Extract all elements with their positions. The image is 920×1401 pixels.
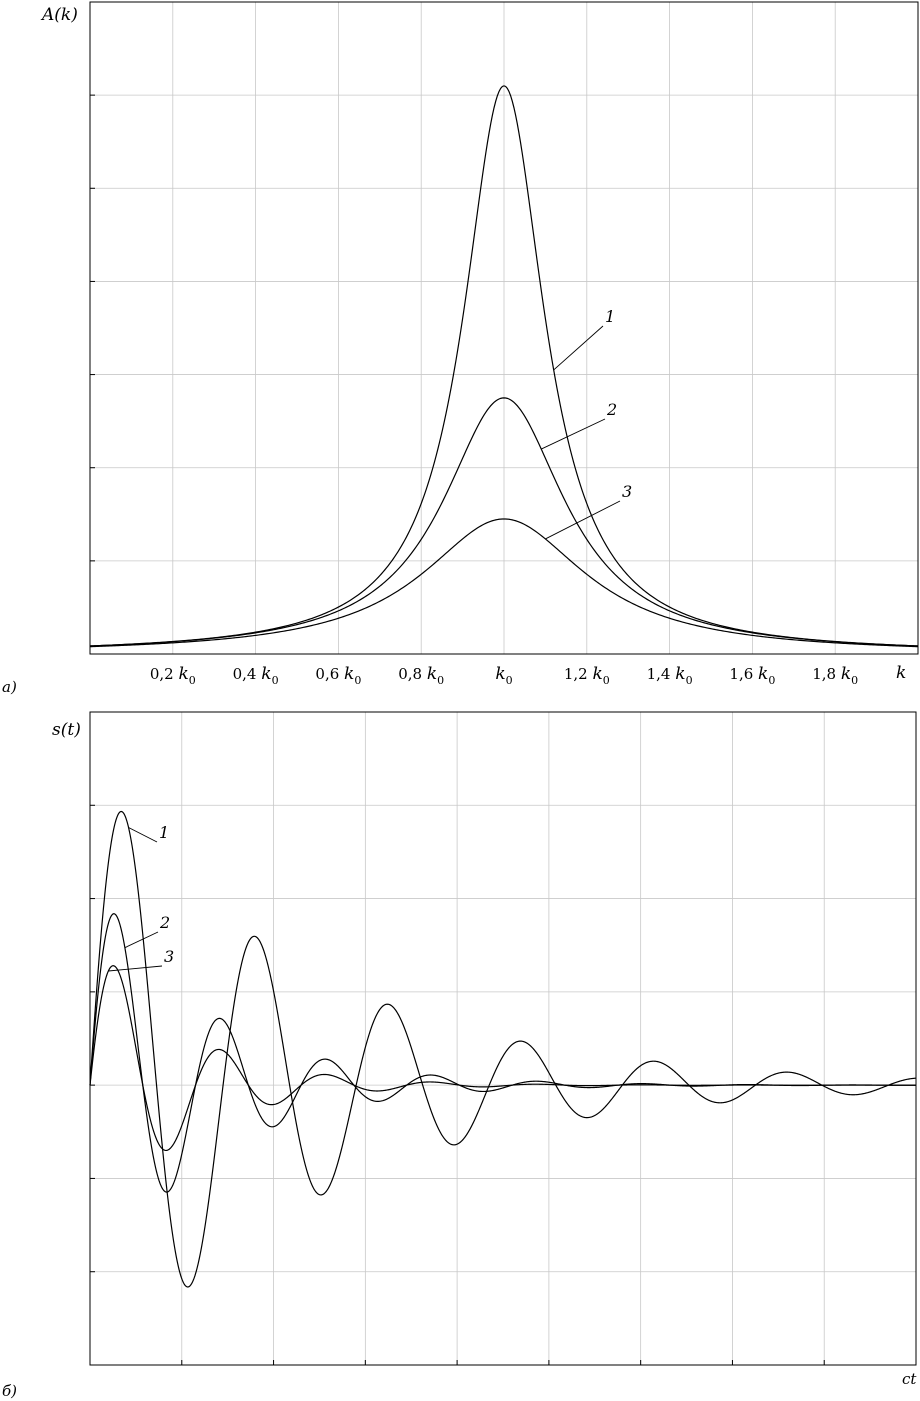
panel-a-series-2 xyxy=(89,397,919,647)
panel-a-leader-2 xyxy=(541,418,606,450)
panel-a-x-tick-label: 0,2 k0 xyxy=(150,664,196,687)
panel-b-signal: 1 2 3 s(t) ct б) xyxy=(2,711,917,1400)
panel-a-label: а) xyxy=(2,678,17,696)
panel-a-x-tick-label: 1,6 k0 xyxy=(729,664,775,687)
panel-b-x-axis-label: ct xyxy=(902,1370,917,1388)
panel-b-series-3 xyxy=(89,965,916,1152)
panel-b-grid xyxy=(89,711,917,1366)
panel-b-label: б) xyxy=(2,1382,17,1400)
panel-b-curves xyxy=(89,810,917,1288)
panel-b-leader-3 xyxy=(108,965,163,972)
panel-b-frame xyxy=(89,711,917,1366)
panel-a-series-label-1: 1 xyxy=(605,307,615,326)
panel-a-curve-labels: 1 2 3 xyxy=(541,307,632,540)
panel-a-x-ticks: 0,2 k0 0,4 k0 0,6 k0 0,8 k0 k0 1,2 k0 1,4 k0 1,… xyxy=(150,664,858,687)
panel-a-x-tick-label: 0,6 k0 xyxy=(315,664,361,687)
panel-a-x-tick-label: 1,4 k0 xyxy=(647,664,693,687)
panel-b-series-1 xyxy=(89,810,917,1288)
panel-a-series-label-2: 2 xyxy=(606,400,617,419)
panel-b-leader-2 xyxy=(124,931,159,949)
panel-a-x-tick-label: 1,2 k0 xyxy=(564,664,610,687)
panel-a-x-tick-label: 1,8 k0 xyxy=(812,664,858,687)
panel-a-series-3 xyxy=(89,518,919,648)
panel-b-y-axis-label: s(t) xyxy=(52,720,81,740)
panel-a-series-label-3: 3 xyxy=(622,482,632,501)
panel-b-leader-1 xyxy=(128,827,158,843)
panel-a-x-tick-label: 0,4 k0 xyxy=(233,664,279,687)
panel-a-curves xyxy=(89,85,919,648)
panel-b-series-2 xyxy=(89,913,916,1193)
panel-a-x-tick-label: 0,8 k0 xyxy=(398,664,444,687)
panel-b-series-label-3: 3 xyxy=(164,947,174,966)
panel-a-leader-3 xyxy=(545,500,621,540)
panel-a-frame xyxy=(89,1,919,655)
panel-b-curve-labels: 1 2 3 xyxy=(108,823,174,972)
panel-a-x-axis-label: k xyxy=(896,663,906,683)
panel-a-spectrum: 0,2 k0 0,4 k0 0,6 k0 0,8 k0 k0 1,2 k0 1,4 k0 1,… xyxy=(2,1,919,696)
panel-a-leader-1 xyxy=(553,325,604,371)
panel-b-series-label-1: 1 xyxy=(159,823,169,842)
panel-a-x-tick-label: k0 xyxy=(495,664,512,687)
panel-b-series-label-2: 2 xyxy=(159,913,170,932)
panel-a-grid xyxy=(89,1,919,655)
panel-a-y-axis-label: A(k) xyxy=(40,5,78,25)
